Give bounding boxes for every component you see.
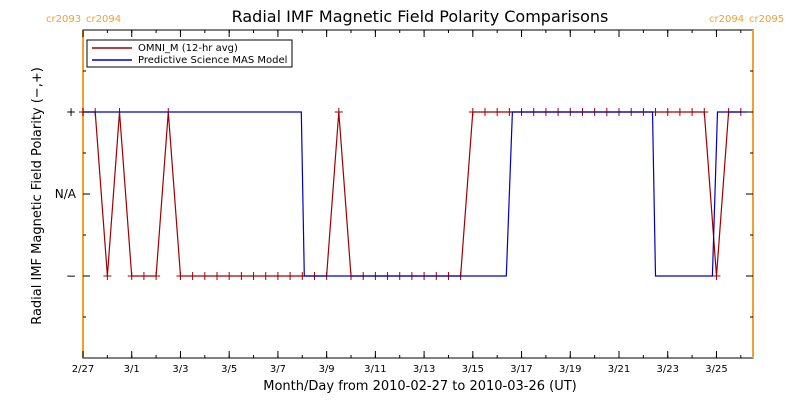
data-point — [237, 272, 246, 280]
legend-label-mas: Predictive Science MAS Model — [138, 55, 287, 66]
data-point — [152, 272, 161, 280]
data-point — [176, 272, 185, 280]
data-point — [213, 272, 221, 280]
x-axis-label: Month/Day from 2010-02-27 to 2010-03-26 … — [263, 379, 576, 394]
x-tick-label: 3/21 — [608, 364, 630, 375]
data-point — [127, 272, 136, 280]
data-point — [700, 108, 709, 116]
x-tick-label: 3/13 — [413, 364, 435, 375]
chart-title: Radial IMF Magnetic Field Polarity Compa… — [232, 7, 609, 26]
x-tick-label: 3/3 — [172, 364, 188, 375]
x-tick-label: 3/25 — [705, 364, 727, 375]
x-tick-label: 3/19 — [559, 364, 581, 375]
legend-label-omni: OMNI_M (12-hr avg) — [138, 43, 238, 54]
carrington-label-right-a: cr2094 — [709, 14, 744, 25]
x-tick-label: 2/27 — [72, 364, 94, 375]
data-point — [188, 272, 197, 280]
data-point — [712, 272, 721, 280]
series-line-1 — [83, 111, 747, 277]
data-point — [663, 108, 672, 116]
x-tick-label: 3/17 — [510, 364, 532, 375]
x-tick-label: 3/11 — [364, 364, 386, 375]
x-tick-label: 3/5 — [221, 364, 237, 375]
data-point — [249, 272, 258, 280]
data-point — [481, 108, 489, 116]
data-point — [261, 272, 270, 280]
data-point — [675, 108, 684, 116]
data-point — [286, 272, 295, 280]
data-point — [225, 272, 234, 280]
data-point — [103, 272, 112, 280]
x-tick-label: 3/23 — [656, 364, 678, 375]
x-tick-label: 3/7 — [270, 364, 286, 375]
data-point — [273, 272, 282, 280]
data-point — [493, 108, 502, 116]
data-point — [688, 108, 697, 116]
x-tick-label: 3/15 — [462, 364, 484, 375]
x-tick-label: 3/9 — [319, 364, 335, 375]
y-tick-label: − — [66, 269, 76, 283]
x-tick-label: 3/1 — [124, 364, 140, 375]
series-layer — [79, 108, 747, 280]
data-point — [200, 272, 209, 280]
legend-box — [86, 39, 293, 68]
data-point — [139, 272, 148, 280]
y-tick-label: N/A — [55, 187, 77, 201]
carrington-label-left-b: cr2094 — [86, 14, 121, 25]
y-tick-label: + — [66, 105, 76, 119]
data-point — [468, 108, 477, 116]
carrington-label-right-b: cr2095 — [749, 14, 784, 25]
legend: OMNI_M (12-hr avg) Predictive Science MA… — [86, 39, 293, 68]
y-axis-label: Radial IMF Magnetic Field Polarity (−,+) — [30, 67, 45, 325]
data-point — [334, 108, 343, 116]
tick-layer: 2/27 3/1 3/3 3/5 3/7 3/9 3/11 3/13 3/15 3/17 3/19 3… — [55, 30, 753, 375]
carrington-label-left-a: cr2093 — [46, 14, 81, 25]
